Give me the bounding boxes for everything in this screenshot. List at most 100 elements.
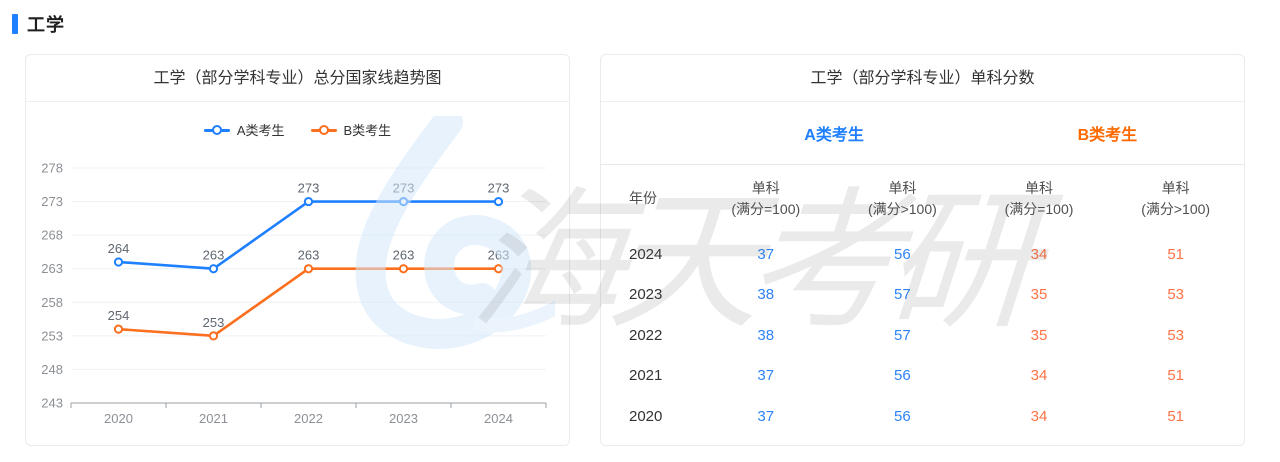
y-axis-tick-label: 278 (41, 161, 63, 176)
table-row: 2021 37 56 34 51 (601, 356, 1244, 397)
data-point-marker (398, 196, 409, 207)
column-header-a-gt100: 单科 (满分>100) (834, 164, 971, 234)
year-cell: 2022 (629, 326, 663, 344)
score-b-full100: 35 (1030, 326, 1048, 344)
data-point-label: 263 (488, 248, 510, 263)
legend-item-a[interactable]: A类考生 (203, 120, 285, 139)
y-axis-tick-label: 243 (41, 396, 63, 411)
data-point-marker (303, 196, 314, 207)
trend-line-chart[interactable]: 243 248 253 258 263 268 273 278 2020 2021 2022 2023… (26, 157, 569, 446)
score-a-over100: 57 (894, 326, 911, 344)
y-axis-tick-label: 248 (41, 362, 63, 377)
group-header-row: A类考生 B类考生 (601, 102, 1244, 165)
column-header-year-label: 年份 (629, 190, 657, 207)
legend-line-marker-icon (310, 124, 337, 136)
score-table: A类考生 B类考生 年份 单科 (满分=100) 单科 (满分 (601, 102, 1244, 437)
data-point-marker (208, 331, 219, 341)
y-axis-tick-label: 258 (41, 295, 63, 310)
group-header-a: A类考生 (697, 102, 971, 165)
score-b-over100: 51 (1167, 367, 1184, 385)
score-b-full100: 34 (1030, 407, 1048, 425)
data-point-label: 273 (393, 181, 415, 196)
legend-label: A类考生 (236, 123, 285, 138)
group-header-b: B类考生 (970, 102, 1244, 165)
data-point-marker (208, 264, 219, 274)
page-title: 工学 (27, 15, 65, 35)
data-point-label: 264 (108, 241, 130, 256)
score-table-card: 工学（部分学科专业）单科分数 A类考生 B类考生 年份 (600, 54, 1245, 446)
table-row: 2022 38 57 35 53 (601, 315, 1244, 356)
score-b-full100: 35 (1030, 286, 1048, 304)
x-axis-tick-label: 2023 (389, 411, 418, 426)
table-row: 2024 37 56 34 51 (601, 234, 1244, 275)
score-a-over100: 56 (894, 367, 911, 385)
x-axis-tick-label: 2020 (104, 411, 133, 426)
column-header-line2: (满分>100) (1141, 201, 1211, 218)
data-point-label: 263 (393, 248, 415, 263)
column-header-a-100: 单科 (满分=100) (697, 164, 834, 234)
data-point-marker (113, 324, 124, 334)
legend-label: B类考生 (343, 123, 392, 138)
score-a-full100: 37 (757, 245, 775, 263)
data-point-label: 263 (203, 248, 225, 263)
score-b-full100: 34 (1030, 245, 1048, 263)
data-point-marker (113, 257, 124, 267)
chart-card-title: 工学（部分学科专业）总分国家线趋势图 (26, 55, 569, 102)
score-a-over100: 56 (894, 407, 911, 425)
data-point-label: 253 (203, 315, 225, 330)
table-row: 2020 37 56 34 51 (601, 396, 1244, 437)
score-a-full100: 38 (757, 326, 775, 344)
chart-legend: A类考生 B类考生 (26, 102, 569, 157)
y-axis-tick-label: 268 (41, 228, 63, 243)
page-header: 工学 (0, 0, 1280, 37)
column-header-line1: 单科 (1161, 179, 1190, 196)
group-header-spacer (601, 102, 698, 165)
column-header-line1: 单科 (1025, 179, 1053, 196)
column-header-line2: (满分>100) (867, 201, 937, 218)
score-a-full100: 37 (757, 407, 775, 425)
data-point-label: 263 (298, 248, 320, 263)
legend-line-marker-icon (203, 124, 230, 136)
score-a-over100: 56 (894, 245, 911, 263)
score-a-full100: 38 (757, 286, 775, 304)
year-cell: 2021 (629, 367, 663, 385)
data-point-marker (398, 264, 409, 274)
column-header-line1: 单科 (751, 179, 780, 196)
score-b-full100: 34 (1030, 367, 1048, 385)
data-point-label: 273 (488, 181, 510, 196)
data-point-marker (493, 196, 504, 207)
y-axis-tick-label: 273 (41, 194, 63, 209)
y-axis-tick-label: 263 (41, 261, 63, 276)
score-a-over100: 57 (894, 286, 911, 304)
data-point-marker (493, 264, 504, 274)
header-accent-bar (12, 14, 18, 34)
score-a-full100: 37 (757, 367, 775, 385)
data-point-label: 273 (298, 181, 320, 196)
data-point-marker (303, 264, 314, 274)
x-axis-tick-label: 2024 (484, 411, 513, 426)
column-header-row: 年份 单科 (满分=100) 单科 (满分>100) 单科 (满分=100) (601, 164, 1244, 234)
column-header-line2: (满分=100) (1004, 201, 1074, 218)
table-card-title: 工学（部分学科专业）单科分数 (601, 55, 1244, 102)
column-header-b-gt100: 单科 (满分>100) (1107, 164, 1244, 234)
score-b-over100: 53 (1167, 286, 1184, 304)
y-axis-tick-label: 253 (41, 328, 63, 343)
legend-item-b[interactable]: B类考生 (310, 120, 392, 139)
column-header-year: 年份 (601, 164, 697, 234)
year-cell: 2020 (629, 407, 663, 425)
score-b-over100: 51 (1167, 407, 1184, 425)
cards-row: 工学（部分学科专业）总分国家线趋势图 A类考生 B类考生 243 248 253 258… (0, 54, 1280, 446)
data-point-label: 254 (108, 308, 130, 323)
x-axis-tick-label: 2021 (199, 411, 228, 426)
year-cell: 2024 (629, 245, 663, 263)
year-cell: 2023 (629, 286, 663, 304)
column-header-b-100: 单科 (满分=100) (971, 164, 1108, 234)
trend-chart-card: 工学（部分学科专业）总分国家线趋势图 A类考生 B类考生 243 248 253 258… (25, 54, 570, 446)
table-row: 2023 38 57 35 53 (601, 275, 1244, 316)
column-header-line1: 单科 (888, 179, 917, 196)
score-b-over100: 53 (1167, 326, 1184, 344)
x-axis-tick-label: 2022 (294, 411, 323, 426)
score-b-over100: 51 (1167, 245, 1184, 263)
column-header-line2: (满分=100) (731, 201, 801, 218)
